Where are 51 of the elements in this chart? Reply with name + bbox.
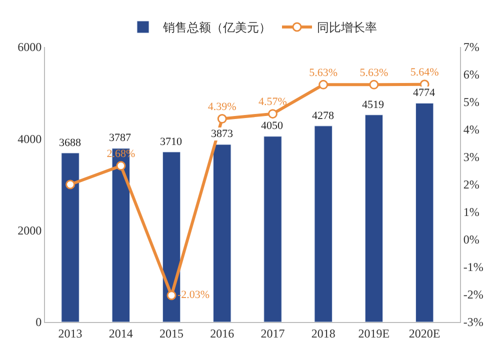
point	[116, 161, 126, 171]
data-label: 3787	[109, 132, 132, 144]
data-label: 4278	[312, 110, 334, 122]
x-tick-label: 2013	[58, 326, 82, 340]
legend-label: 销售总额（亿美元）	[162, 20, 271, 35]
y2-tick-label: -2%	[463, 288, 484, 302]
bar	[264, 136, 282, 322]
point	[369, 80, 379, 90]
y2-tick-label: 0%	[463, 232, 480, 247]
point	[217, 114, 227, 124]
y2-tick-label: 5%	[463, 95, 480, 110]
y2-tick-label: 3%	[463, 150, 480, 164]
x-tick-label: 2019E	[358, 326, 390, 340]
data-label: 3710	[160, 136, 182, 148]
legend-label: 同比增长率	[317, 20, 377, 35]
x-tick-label: 2014	[108, 326, 133, 340]
y2-tick-label: 2%	[463, 178, 480, 192]
y2-tick-label: 7%	[463, 40, 480, 54]
y-tick-label: 6000	[18, 40, 42, 54]
x-tick-label: 2017	[260, 326, 285, 340]
x-tick-label: 2015	[160, 326, 184, 340]
bar	[213, 144, 232, 322]
y-tick-label: 2000	[18, 224, 42, 238]
data-label: 5.64%	[410, 66, 439, 79]
data-label: 3688	[59, 137, 82, 149]
bar	[415, 102, 434, 322]
y2-tick-label: -1%	[463, 260, 484, 274]
point	[268, 109, 278, 119]
data-label: 5.63%	[309, 66, 338, 79]
point	[318, 80, 328, 90]
point	[66, 180, 76, 190]
y2-tick-label: 6%	[463, 68, 480, 82]
data-label: 5.63%	[360, 66, 388, 79]
y-tick-label: 4000	[18, 132, 42, 146]
y-tick-label: 0	[36, 315, 42, 330]
data-label: 4050	[261, 120, 284, 132]
bar	[61, 152, 80, 322]
data-label: 4774	[413, 87, 436, 99]
bar	[314, 126, 332, 322]
x-tick-label: 2020E	[408, 326, 440, 340]
y2-tick-label: -3%	[463, 315, 484, 330]
x-tick-label: 2018	[311, 326, 336, 340]
bar	[364, 114, 384, 322]
data-label: 4519	[362, 99, 384, 111]
x-tick-label: 2016	[210, 326, 234, 340]
point	[166, 290, 176, 300]
data-label: 4.39%	[208, 101, 236, 114]
data-label: 3873	[211, 128, 234, 140]
data-label: 4.57%	[258, 96, 287, 108]
y2-tick-label: 4%	[463, 122, 480, 137]
y2-tick-label: 1%	[463, 205, 480, 220]
